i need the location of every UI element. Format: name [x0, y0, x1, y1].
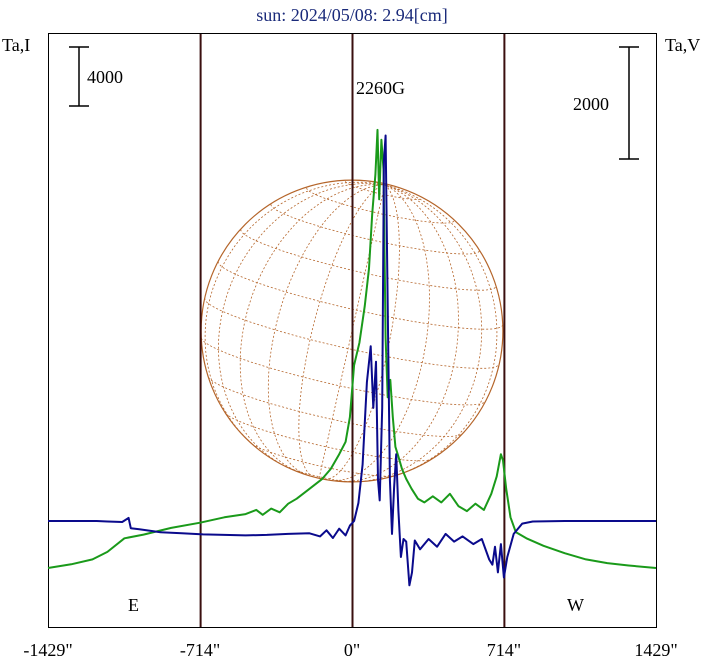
x-tick-label: -1429": [23, 640, 72, 660]
longitude-line: [325, 184, 400, 480]
scale-bar-right: [619, 46, 639, 160]
x-tick-labels: -1429" -714" 0" 714" 1429": [23, 640, 677, 660]
series-line-ta-i: [47, 128, 657, 569]
left-axis-label: Ta,I: [2, 35, 30, 55]
limb-lines: [199, 34, 506, 627]
chart-title: sun: 2024/05/08: 2.94[cm]: [256, 5, 448, 25]
series-line-ta-v: [48, 134, 656, 587]
longitude-line: [330, 184, 430, 482]
peak-label: 2260G: [356, 78, 405, 98]
west-label: W: [567, 595, 584, 615]
x-tick-label: -714": [180, 640, 220, 660]
scale-right-label: 2000: [573, 94, 609, 114]
x-tick-label: 714": [487, 640, 521, 660]
latitude-line: [217, 261, 504, 330]
plot-frame: [48, 33, 657, 628]
series-group: [47, 128, 657, 587]
longitude-line: [239, 183, 385, 473]
x-tick-label: 0": [344, 640, 360, 660]
longitude-line: [318, 184, 386, 479]
longitude-line: [352, 184, 483, 483]
latitude-line: [240, 229, 497, 291]
scale-left-label: 4000: [87, 67, 123, 87]
longitude-line: [384, 184, 498, 479]
latitude-line: [225, 413, 432, 462]
right-axis-label: Ta,V: [665, 35, 700, 55]
latitude-line: [270, 204, 480, 255]
x-tick-label: 1429": [634, 640, 677, 660]
longitude-line: [341, 184, 459, 482]
east-label: E: [128, 595, 139, 615]
latitude-line: [208, 377, 463, 437]
scale-bar-left: [69, 46, 89, 107]
longitude-line: [218, 183, 385, 468]
longitude-line: [298, 184, 385, 478]
longitude-line: [204, 181, 385, 450]
longitude-line: [267, 184, 385, 476]
latitude-line: [306, 187, 455, 224]
